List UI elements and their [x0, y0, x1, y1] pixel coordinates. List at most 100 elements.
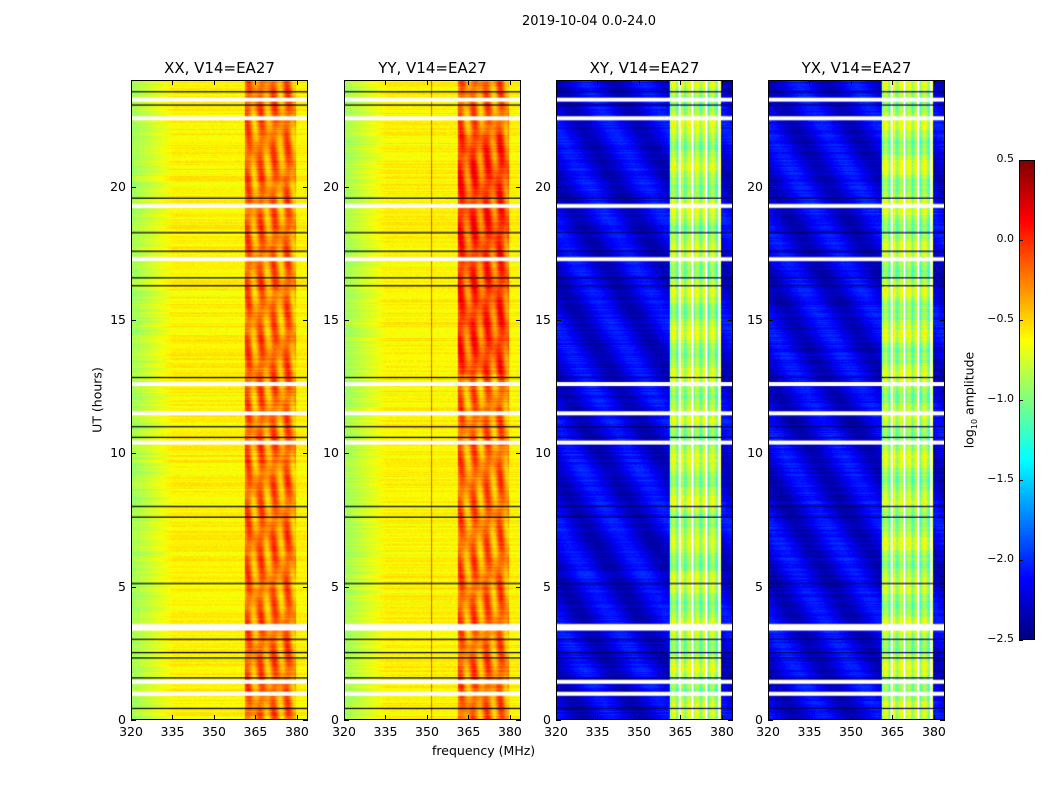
x-tick-mark: [131, 715, 132, 720]
figure-title: 2019-10-04 0.0-24.0: [522, 14, 656, 29]
y-tick-label: 5: [331, 578, 339, 594]
y-tick-label: 0: [543, 712, 551, 727]
y-tick-mark: [940, 320, 945, 321]
x-tick-mark: [597, 80, 599, 85]
y-tick-mark: [303, 453, 308, 455]
x-tick-mark: [638, 715, 640, 720]
x-tick-label: 365: [456, 724, 481, 739]
y-tick-label: 20: [110, 178, 126, 194]
y-tick-mark: [303, 186, 308, 188]
x-tick-mark: [296, 715, 298, 720]
y-tick-mark: [131, 453, 136, 455]
y-tick-mark: [303, 586, 308, 588]
colorbar-tick-label: −2.0: [987, 552, 1014, 565]
x-tick-mark: [680, 80, 682, 85]
y-tick-mark: [556, 453, 561, 455]
heatmap-panel: [556, 80, 733, 720]
x-tick-label: 350: [839, 724, 863, 739]
y-tick-label: 20: [535, 178, 551, 194]
y-tick-label: 15: [110, 312, 126, 327]
heatmap-image: [132, 81, 307, 719]
x-tick-label: 380: [498, 724, 522, 739]
x-tick-mark: [213, 80, 215, 85]
y-tick-mark: [768, 586, 773, 588]
y-tick-label: 15: [323, 312, 339, 327]
x-tick-mark: [172, 80, 174, 85]
x-tick-mark: [296, 80, 298, 85]
x-tick-mark: [213, 715, 215, 720]
y-tick-mark: [768, 320, 773, 321]
y-tick-label: 0: [755, 712, 763, 727]
colorbar-tick-label: −0.5: [987, 312, 1014, 325]
x-tick-label: 365: [243, 724, 268, 739]
y-axis-label: UT (hours): [89, 367, 105, 433]
x-tick-mark: [255, 715, 257, 720]
colorbar-tick-label: 0.0: [996, 232, 1015, 245]
panel-title: YY, V14=EA27: [378, 59, 487, 77]
y-tick-label: 15: [747, 312, 763, 327]
y-tick-label: 10: [535, 445, 551, 461]
x-tick-mark: [768, 80, 769, 85]
x-tick-mark: [255, 80, 257, 85]
x-tick-mark: [468, 715, 470, 720]
x-tick-label: 380: [285, 724, 309, 739]
colorbar-label: log10 amplitude: [961, 351, 979, 449]
y-tick-mark: [728, 586, 733, 588]
y-tick-mark: [940, 586, 945, 588]
y-tick-mark: [131, 720, 136, 721]
colorbar-tick-mark: [1019, 640, 1023, 641]
x-tick-mark: [933, 715, 935, 720]
x-tick-mark: [809, 715, 811, 720]
heatmap-panel: [344, 80, 521, 720]
y-tick-label: 10: [747, 445, 763, 461]
colorbar-tick-mark: [1019, 240, 1023, 241]
x-tick-mark: [721, 80, 723, 85]
x-tick-label: 320: [544, 724, 568, 739]
x-tick-label: 350: [627, 724, 651, 739]
y-tick-mark: [728, 320, 733, 321]
x-tick-label: 335: [797, 724, 822, 739]
y-tick-mark: [556, 720, 561, 721]
y-tick-mark: [303, 720, 308, 721]
x-tick-mark: [809, 80, 811, 85]
heatmap-panel: [768, 80, 945, 720]
y-tick-mark: [131, 186, 136, 188]
colorbar-tick-label: −2.5: [987, 632, 1014, 645]
x-tick-mark: [892, 80, 894, 85]
y-tick-label: 20: [747, 178, 763, 194]
y-tick-label: 0: [331, 712, 339, 727]
x-tick-mark: [638, 80, 640, 85]
y-tick-mark: [131, 586, 136, 588]
x-tick-mark: [556, 80, 557, 85]
x-tick-label: 320: [119, 724, 143, 739]
panel-title: XX, V14=EA27: [164, 59, 275, 77]
y-tick-mark: [516, 186, 521, 188]
x-tick-label: 350: [202, 724, 226, 739]
x-tick-mark: [344, 80, 345, 85]
x-tick-label: 335: [585, 724, 610, 739]
colorbar-tick-label: −1.0: [987, 392, 1014, 405]
y-tick-mark: [516, 586, 521, 588]
colorbar-tick-mark: [1019, 320, 1023, 321]
y-tick-mark: [344, 453, 349, 455]
x-tick-mark: [892, 715, 894, 720]
y-tick-mark: [344, 720, 349, 721]
x-tick-mark: [768, 715, 769, 720]
y-tick-label: 5: [118, 578, 126, 594]
y-tick-mark: [556, 586, 561, 588]
x-tick-mark: [933, 80, 935, 85]
y-tick-label: 5: [543, 578, 551, 594]
x-tick-mark: [509, 715, 511, 720]
heatmap-image: [345, 81, 520, 719]
y-tick-mark: [556, 320, 561, 321]
y-tick-mark: [516, 720, 521, 721]
colorbar-tick-mark: [1019, 400, 1023, 401]
y-tick-label: 5: [755, 578, 763, 594]
heatmap-panel: [131, 80, 308, 720]
y-tick-mark: [728, 186, 733, 188]
y-tick-mark: [344, 186, 349, 188]
panel-title: XY, V14=EA27: [589, 59, 700, 77]
y-tick-mark: [131, 320, 136, 321]
x-tick-mark: [344, 715, 345, 720]
